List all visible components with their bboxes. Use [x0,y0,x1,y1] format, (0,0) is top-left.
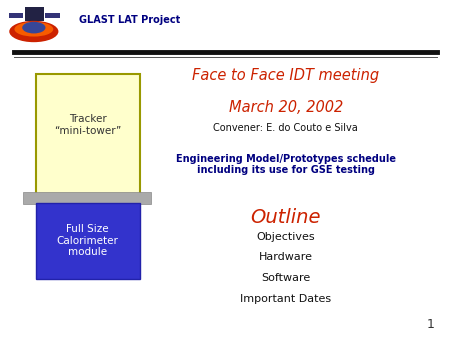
Text: Hardware: Hardware [259,252,313,263]
Bar [22,192,151,204]
Text: Important Dates: Important Dates [240,294,331,305]
Text: Engineering Model/Prototypes schedule
including its use for GSE testing: Engineering Model/Prototypes schedule in… [176,154,396,175]
Text: Face to Face IDT meeting: Face to Face IDT meeting [192,68,379,82]
Text: Full Size
Calorimeter
module: Full Size Calorimeter module [57,224,119,258]
Text: 1: 1 [427,318,434,331]
Bar [25,7,44,21]
Ellipse shape [22,22,45,33]
Bar [45,13,60,18]
Bar [36,74,140,194]
Bar [36,203,140,279]
Ellipse shape [14,22,53,37]
Text: March 20, 2002: March 20, 2002 [229,100,343,115]
Text: Outline: Outline [251,208,321,227]
Bar [9,13,23,18]
Text: Software: Software [261,273,310,284]
Ellipse shape [9,21,58,42]
Text: Objectives: Objectives [256,232,315,242]
Text: Convener: E. do Couto e Silva: Convener: E. do Couto e Silva [213,123,358,134]
Text: Tracker
“mini-tower”: Tracker “mini-tower” [54,114,122,136]
Text: GLAST LAT Project: GLAST LAT Project [79,15,180,25]
